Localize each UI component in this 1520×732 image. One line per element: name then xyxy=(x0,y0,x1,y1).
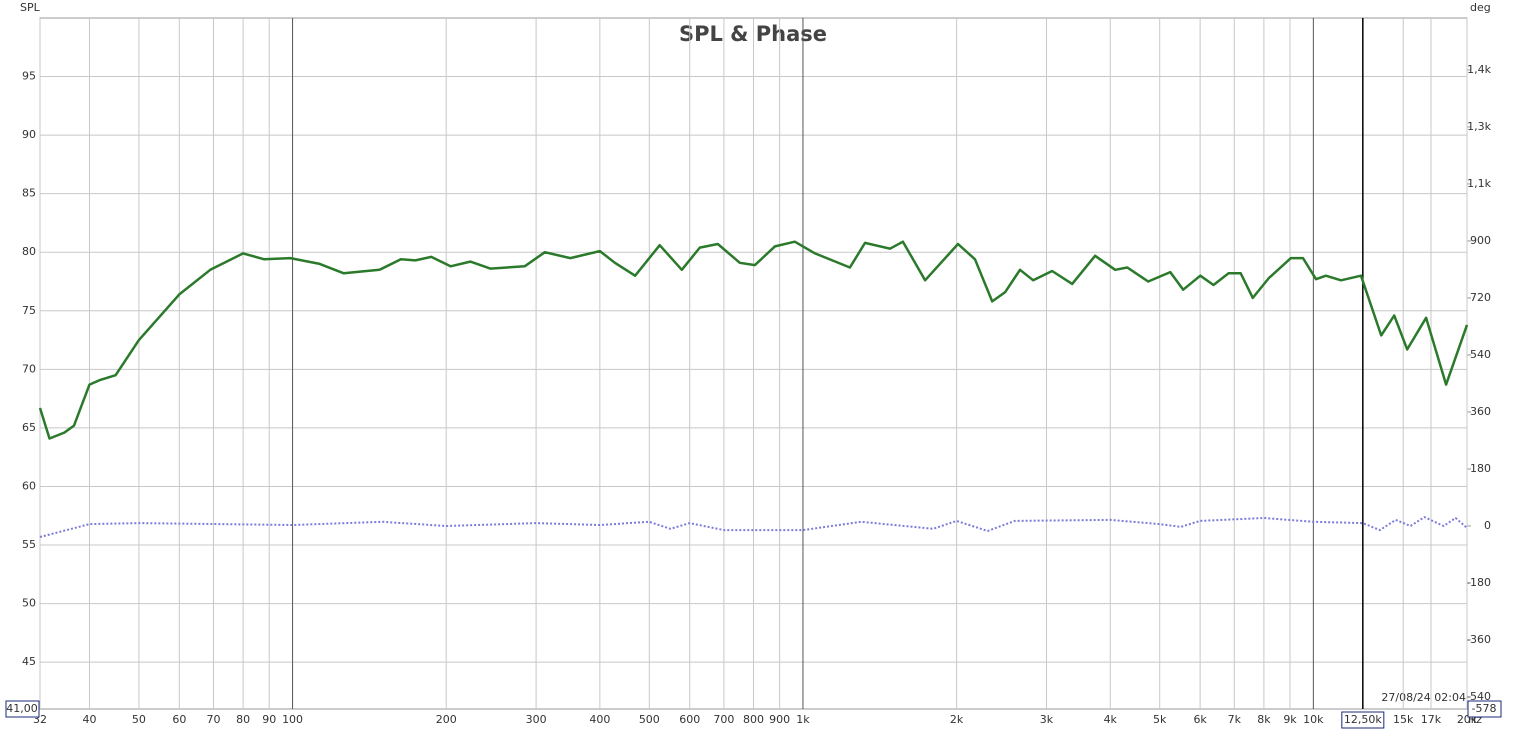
x-tick-label: 900 xyxy=(769,713,790,726)
y-tick-label: 55 xyxy=(22,538,36,551)
y2-tick-label: 180 xyxy=(1470,462,1491,475)
cursor-label: 12,50k xyxy=(1344,713,1382,726)
x-tick-label: 600 xyxy=(679,713,700,726)
y2-axis-label: deg xyxy=(1470,1,1491,14)
y-tick-label: 90 xyxy=(22,128,36,141)
y2-tick-label: 540 xyxy=(1470,348,1491,361)
x-tick-label: 4k xyxy=(1104,713,1118,726)
y-tick-label: 75 xyxy=(22,304,36,317)
y2-tick-label: 1,1k xyxy=(1467,177,1491,190)
x-tick-label: 60 xyxy=(172,713,186,726)
x-tick-label: 300 xyxy=(526,713,547,726)
y-min-box xyxy=(5,700,40,718)
x-tick-label: 40 xyxy=(82,713,96,726)
y-tick-label: 70 xyxy=(22,362,36,375)
x-tick-label: 9k xyxy=(1283,713,1297,726)
y2-min-box xyxy=(1467,700,1502,718)
y2-tick-label: -540 xyxy=(1466,690,1491,703)
timestamp: 27/08/24 02:04 xyxy=(1381,691,1466,704)
x-tick-label: 17k xyxy=(1421,713,1442,726)
y2-tick-label: 1,4k xyxy=(1467,63,1491,76)
y2-tick-label: 0 xyxy=(1484,519,1491,532)
y-tick-label: 60 xyxy=(22,479,36,492)
y-tick-label: 65 xyxy=(22,421,36,434)
x-tick-label: 800 xyxy=(743,713,764,726)
x-tick-label: 1k xyxy=(796,713,810,726)
y-min-label: 41,00 xyxy=(6,702,38,715)
y2-tick-label: 900 xyxy=(1470,234,1491,247)
x-tick-label: 10k xyxy=(1303,713,1324,726)
y2-tick-label: -360 xyxy=(1466,633,1491,646)
y2-min-label: -578 xyxy=(1472,702,1497,715)
x-tick-label: 6k xyxy=(1193,713,1207,726)
x-tick-label: 7k xyxy=(1228,713,1242,726)
x-tick-label: 100 xyxy=(282,713,303,726)
cursor-box xyxy=(1341,711,1385,729)
x-tick-label: 80 xyxy=(236,713,250,726)
y-tick-label: 80 xyxy=(22,245,36,258)
y-tick-label: 45 xyxy=(22,655,36,668)
y2-tick-label: 1,3k xyxy=(1467,120,1491,133)
x-tick-label: 700 xyxy=(713,713,734,726)
x-tick-label: 500 xyxy=(639,713,660,726)
x-tick-label: 70 xyxy=(207,713,221,726)
x-tick-label: 2k xyxy=(950,713,964,726)
series-line xyxy=(39,516,1468,538)
x-tick-label: 8k xyxy=(1257,713,1271,726)
x-tick-label: 90 xyxy=(262,713,276,726)
y-tick-label: 95 xyxy=(22,70,36,83)
x-tick-label: 50 xyxy=(132,713,146,726)
x-tick-label: 400 xyxy=(589,713,610,726)
x-tick-label: 3k xyxy=(1040,713,1054,726)
x-tick-label: 200 xyxy=(436,713,457,726)
x-tick-label: 15k xyxy=(1393,713,1414,726)
y2-tick-label: 360 xyxy=(1470,405,1491,418)
x-tick-label: 5k xyxy=(1153,713,1167,726)
y-tick-label: 85 xyxy=(22,187,36,200)
y-tick-label: 50 xyxy=(22,597,36,610)
series-line xyxy=(38,240,1469,440)
y2-tick-label: -180 xyxy=(1466,576,1491,589)
y2-tick-label: 720 xyxy=(1470,291,1491,304)
y-axis-label: SPL xyxy=(20,1,41,14)
